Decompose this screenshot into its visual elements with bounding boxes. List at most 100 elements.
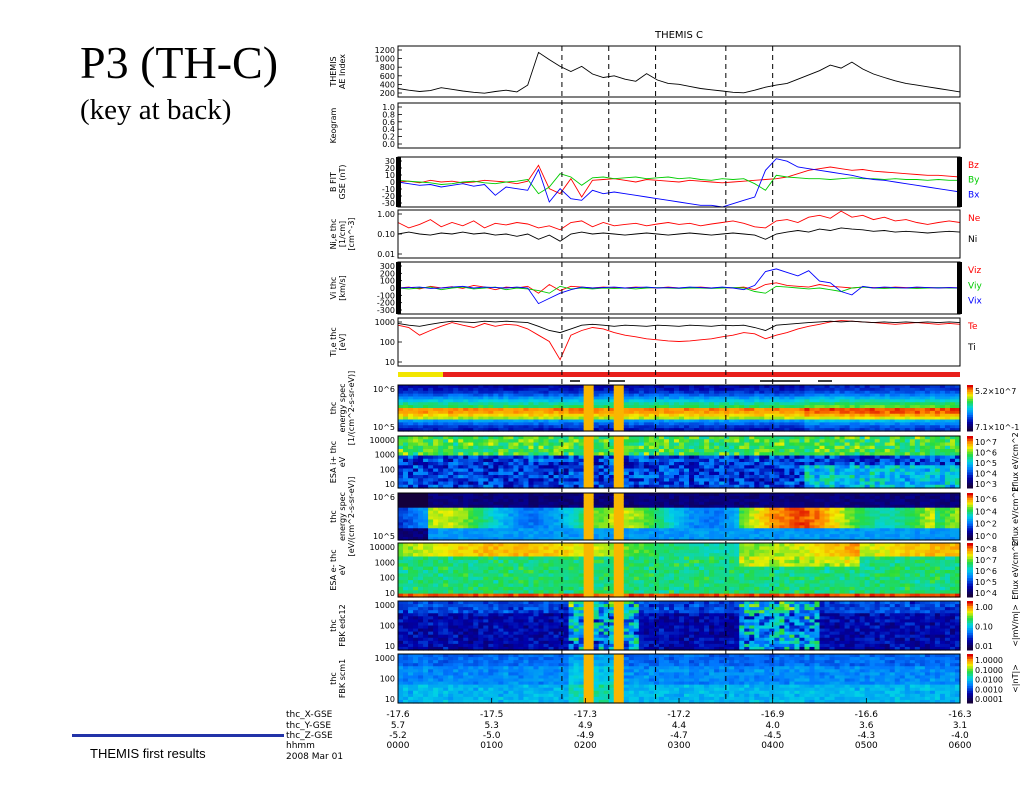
heatmap-cell — [904, 385, 911, 389]
heatmap-cell — [759, 390, 765, 395]
heatmap-cell — [543, 436, 550, 440]
heatmap-cell — [804, 425, 811, 429]
heatmap-cell — [563, 422, 570, 426]
heatmap-cell — [548, 481, 555, 486]
heatmap-cell — [754, 413, 760, 418]
heatmap-cell — [744, 399, 750, 403]
heatmap-cell — [503, 465, 509, 470]
heatmap-cell — [754, 396, 760, 400]
heatmap-cell — [493, 439, 499, 444]
heatmap-cell — [769, 413, 775, 418]
heatmap-cell — [608, 442, 615, 447]
heatmap-cell — [483, 402, 489, 406]
heatmap-cell — [759, 422, 765, 426]
heatmap-cell — [398, 422, 404, 426]
heatmap-cell — [588, 468, 595, 473]
heatmap-cell — [884, 390, 891, 395]
heatmap-cell — [603, 399, 610, 403]
y-tick-label: 100 — [380, 465, 395, 474]
heatmap-cell — [724, 442, 730, 447]
heatmap-cell — [814, 413, 821, 418]
heatmap-cell — [438, 425, 444, 429]
heatmap-cell — [463, 410, 469, 415]
heatmap-cell — [518, 452, 525, 457]
heatmap-cell — [533, 436, 540, 440]
heatmap-cell — [819, 419, 826, 423]
heatmap-cell — [433, 439, 439, 444]
y-tick-label: 100 — [380, 277, 395, 286]
heatmap-cell — [643, 405, 650, 409]
heatmap-cell — [749, 396, 755, 400]
heatmap-cell — [704, 413, 710, 418]
heatmap-cell — [468, 413, 474, 418]
colorbar-segment — [967, 398, 973, 402]
heatmap-cell — [919, 413, 926, 418]
heatmap-cell — [673, 416, 680, 421]
heatmap-cell — [663, 458, 670, 463]
heatmap-cell — [704, 410, 710, 415]
heatmap-cell — [443, 387, 449, 392]
heatmap-cell — [483, 455, 489, 460]
heatmap-cell — [709, 408, 715, 412]
heatmap-cell — [714, 408, 720, 412]
heatmap-cell — [638, 416, 645, 421]
heatmap-cell — [684, 416, 690, 421]
heatmap-cell — [799, 405, 806, 409]
heatmap-cell — [458, 465, 464, 470]
heatmap-cell — [684, 449, 690, 453]
heatmap-cell — [618, 408, 625, 412]
heatmap-cell — [483, 481, 489, 486]
heatmap-cell — [673, 410, 680, 415]
y-tick-label: 10 — [385, 171, 395, 180]
colorbar-label: 10^7 — [975, 438, 997, 447]
heatmap-cell — [764, 416, 770, 421]
heatmap-cell — [704, 468, 710, 473]
panel-ylabel: [1/cm] — [338, 221, 347, 247]
heatmap-cell — [834, 408, 841, 412]
heatmap-cell — [673, 419, 680, 423]
heatmap-cell — [954, 425, 961, 429]
heatmap-cell — [558, 445, 565, 450]
heatmap-cell — [754, 402, 760, 406]
heatmap-cell — [418, 405, 424, 409]
heatmap-cell — [834, 410, 841, 415]
heatmap-cell — [663, 396, 670, 400]
heatmap-cell — [709, 422, 715, 426]
heatmap-cell — [679, 419, 685, 423]
heatmap-cell — [618, 465, 625, 470]
heatmap-cell — [869, 425, 876, 429]
heatmap-cell — [709, 484, 715, 489]
heatmap-cell — [679, 416, 685, 421]
heatmap-cell — [413, 445, 419, 450]
heatmap-cell — [709, 481, 715, 486]
panel-ylabel: [km/s] — [338, 275, 347, 301]
heatmap-cell — [613, 390, 620, 395]
heatmap-cell — [779, 390, 785, 395]
heatmap-cell — [684, 458, 690, 463]
heatmap-cell — [684, 393, 690, 398]
heatmap-cell — [749, 402, 755, 406]
heatmap-cell — [593, 445, 600, 450]
heatmap-cell — [819, 408, 826, 412]
heatmap-cell — [653, 468, 660, 473]
heatmap-cell — [724, 387, 730, 392]
heatmap-cell — [463, 428, 469, 432]
heatmap-cell — [473, 458, 479, 463]
heatmap-cell — [684, 419, 690, 423]
heatmap-cell — [699, 405, 705, 409]
heatmap-cell — [468, 402, 474, 406]
heatmap-cell — [583, 428, 590, 432]
heatmap-cell — [889, 399, 896, 403]
heatmap-cell — [558, 408, 565, 412]
heatmap-cell — [844, 396, 851, 400]
heatmap-cell — [468, 416, 474, 421]
heatmap-cell — [508, 468, 515, 473]
heatmap-cell — [623, 455, 630, 460]
heatmap-cell — [558, 396, 565, 400]
heatmap-cell — [398, 471, 404, 476]
heatmap-cell — [694, 484, 700, 489]
heatmap-cell — [628, 452, 635, 457]
heatmap-cell — [663, 478, 670, 483]
heatmap-cell — [438, 393, 444, 398]
legend-label: Ne — [968, 214, 981, 224]
